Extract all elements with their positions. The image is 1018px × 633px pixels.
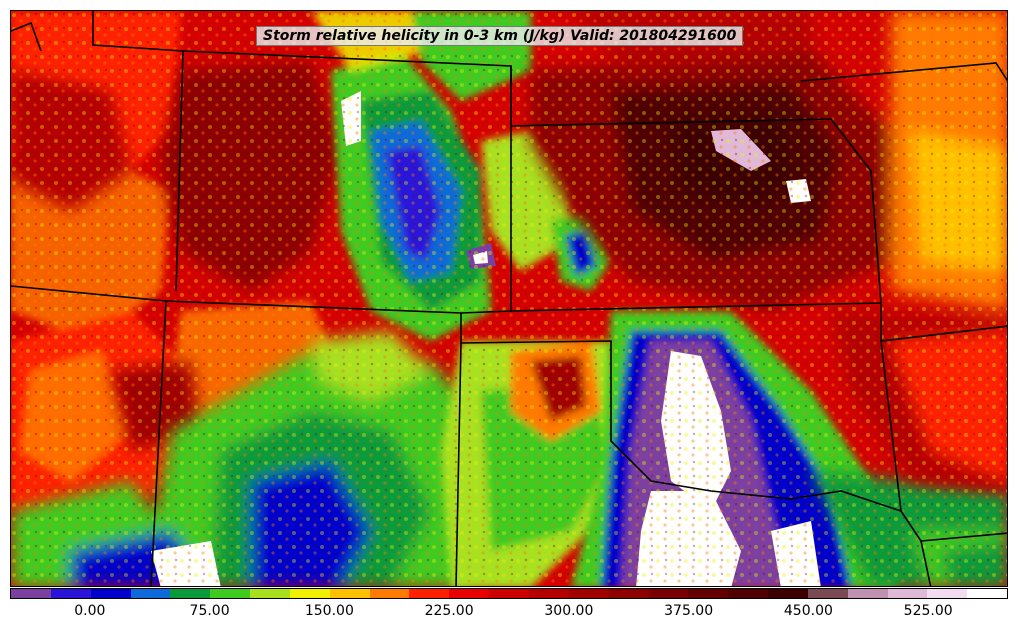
colorbar-tick-label: 150.00 (304, 603, 354, 619)
colorbar-tick-label: 0.00 (74, 603, 106, 619)
colorbar-tick-label: 225.00 (424, 603, 474, 619)
colorbar-segment (887, 589, 928, 598)
colorbar-segment (11, 589, 51, 598)
colorbar-segment (409, 589, 450, 598)
colorbar-segment (50, 589, 91, 598)
colorbar-segment (130, 589, 171, 598)
colorbar-tick-label: 525.00 (903, 603, 953, 619)
colorbar-segment (289, 589, 330, 598)
colorbar-segment (847, 589, 888, 598)
colorbar-segment (449, 589, 490, 598)
helicity-contours (11, 11, 1007, 586)
colorbar-tick-labels: 0.00 75.00 150.00 225.00 300.00 375.00 450.00 5… (10, 603, 1008, 623)
map-title: Storm relative helicity in 0-3 km (J/kg)… (256, 26, 744, 46)
colorbar-segment (807, 589, 848, 598)
map-canvas (11, 11, 1007, 586)
colorbar-segment (528, 589, 569, 598)
helicity-map: Storm relative helicity in 0-3 km (J/kg)… (10, 10, 1008, 587)
colorbar-segment (768, 589, 808, 598)
colorbar (10, 588, 1008, 599)
colorbar-segment (489, 589, 529, 598)
state-boundaries (11, 11, 1007, 586)
colorbar-segment (927, 589, 968, 598)
colorbar-segment (369, 589, 410, 598)
colorbar-segment (967, 589, 1008, 598)
colorbar-segment (568, 589, 609, 598)
colorbar-segment (170, 589, 211, 598)
colorbar-tick-label: 450.00 (783, 603, 833, 619)
colorbar-segment (688, 589, 729, 598)
colorbar-segment (210, 589, 251, 598)
colorbar-tick-label: 75.00 (189, 603, 230, 619)
colorbar-segment (608, 589, 649, 598)
colorbar-segment (329, 589, 370, 598)
colorbar-segment (728, 589, 769, 598)
colorbar-segment (250, 589, 290, 598)
colorbar-segment (90, 589, 131, 598)
colorbar-tick-label: 300.00 (544, 603, 594, 619)
colorbar-tick-label: 375.00 (664, 603, 714, 619)
colorbar-segment (648, 589, 689, 598)
